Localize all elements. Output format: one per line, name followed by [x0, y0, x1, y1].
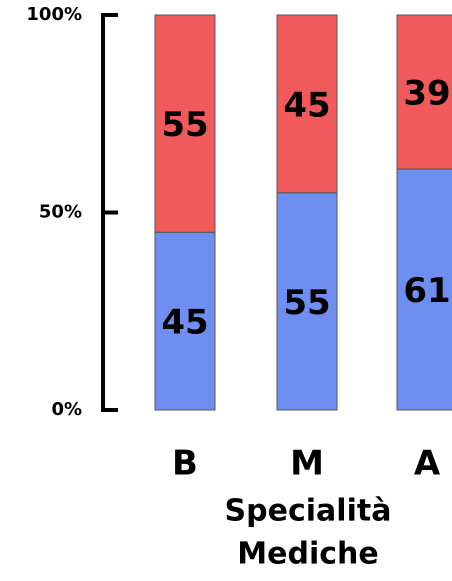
bar-segment — [276, 14, 338, 194]
y-tick-label: 50% — [39, 202, 82, 223]
x-axis-label: Mediche — [237, 537, 378, 572]
bar-segment — [396, 168, 452, 411]
bar-segment — [154, 14, 216, 233]
value-label: 45 — [161, 303, 208, 343]
x-tick-label: A — [414, 444, 441, 484]
bar-segment — [154, 231, 216, 411]
x-tick-label: B — [172, 444, 198, 484]
value-label: 55 — [283, 283, 330, 323]
value-label: 45 — [283, 85, 330, 125]
bar-segment — [276, 192, 338, 411]
bar-segment — [396, 14, 452, 170]
value-label: 39 — [403, 74, 450, 114]
x-axis-label: Specialità — [225, 494, 392, 529]
x-tick-label: M — [290, 444, 324, 484]
value-label: 55 — [161, 105, 208, 145]
y-tick-label: 100% — [26, 4, 82, 25]
y-tick-label: 0% — [51, 399, 82, 420]
value-label: 61 — [403, 271, 450, 311]
